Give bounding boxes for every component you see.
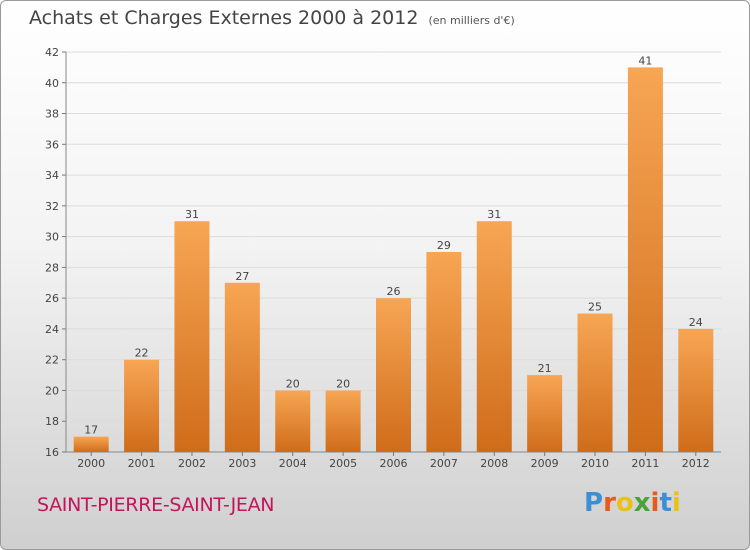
bar [627, 67, 663, 452]
x-tick-label: 2008 [480, 457, 508, 470]
y-tick-label: 28 [45, 261, 59, 274]
bar [124, 359, 160, 452]
y-tick-label: 20 [45, 384, 59, 397]
bar [376, 298, 411, 452]
x-tick-label: 2004 [279, 457, 307, 470]
location-name: SAINT-PIERRE-SAINT-JEAN [37, 494, 275, 516]
data-label: 17 [84, 424, 98, 437]
y-tick-label: 36 [45, 138, 59, 151]
logo-letter: i [650, 488, 660, 518]
y-tick-label: 26 [45, 292, 59, 305]
data-label: 26 [387, 285, 401, 298]
x-tick-label: 2007 [430, 457, 458, 470]
bar [174, 221, 210, 452]
y-tick-label: 30 [45, 231, 59, 244]
y-tick-label: 40 [45, 77, 59, 90]
y-tick-label: 32 [45, 200, 59, 213]
data-label: 25 [588, 301, 602, 314]
data-label: 31 [185, 208, 199, 221]
logo-letter: r [603, 488, 616, 518]
logo-letter: t [659, 488, 672, 518]
y-tick-label: 18 [45, 415, 59, 428]
bar [678, 328, 714, 452]
data-label: 31 [487, 208, 501, 221]
x-tick-label: 2012 [682, 457, 710, 470]
y-tick-label: 22 [45, 354, 59, 367]
y-tick-label: 42 [45, 46, 59, 59]
x-tick-label: 2010 [581, 457, 609, 470]
x-tick-label: 2006 [380, 457, 408, 470]
bar [527, 375, 563, 452]
chart-subtitle: (en milliers d'€) [428, 14, 515, 27]
data-label: 29 [437, 239, 451, 252]
y-tick-label: 16 [45, 446, 59, 459]
logo-letter: x [633, 488, 651, 518]
data-label: 21 [538, 362, 552, 375]
bar [325, 390, 361, 452]
chart-title-text: Achats et Charges Externes 2000 à 2012 [29, 7, 419, 29]
x-tick-label: 2002 [178, 457, 206, 470]
x-tick-label: 2011 [631, 457, 659, 470]
data-label: 27 [235, 270, 249, 283]
bar [476, 221, 512, 452]
x-tick-label: 2005 [329, 457, 357, 470]
logo-letter: o [615, 488, 634, 518]
x-tick-label: 2003 [228, 457, 256, 470]
proxiti-logo: Proxiti [584, 488, 681, 518]
y-tick-label: 34 [45, 169, 59, 182]
bar [224, 282, 260, 452]
data-label: 20 [286, 377, 300, 390]
data-label: 20 [336, 377, 350, 390]
data-label: 41 [638, 54, 652, 67]
logo-letter: i [671, 488, 681, 518]
x-tick-label: 2009 [531, 457, 559, 470]
data-label: 22 [135, 347, 149, 360]
bar [73, 436, 109, 452]
y-tick-label: 38 [45, 108, 59, 121]
bar [577, 313, 613, 452]
y-tick-label: 24 [45, 323, 59, 336]
x-tick-label: 2001 [128, 457, 156, 470]
logo-letter: P [584, 488, 604, 518]
data-label: 24 [689, 316, 703, 329]
x-tick-label: 2000 [77, 457, 105, 470]
bar [426, 252, 462, 452]
bar [275, 390, 311, 452]
chart-title: Achats et Charges Externes 2000 à 2012 (e… [29, 7, 515, 29]
